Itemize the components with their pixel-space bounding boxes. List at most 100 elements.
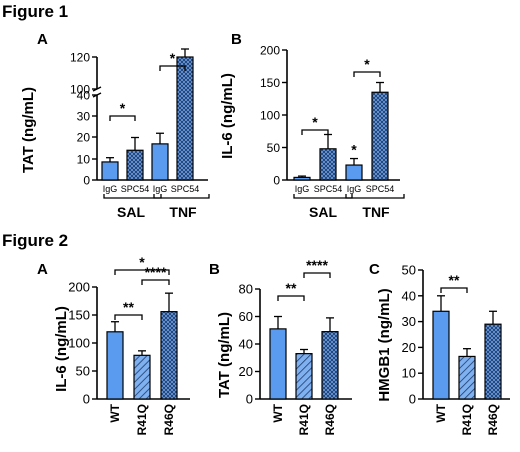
bar [101, 161, 119, 181]
significance-label: ** [449, 272, 460, 288]
bar [293, 176, 311, 181]
significance-label: * [139, 254, 145, 270]
group-bracket [103, 194, 162, 199]
y-axis-label: IL-6 (ng/mL) [219, 73, 236, 159]
y-axis-label: TAT (ng/mL) [20, 87, 37, 173]
panel-label: B [209, 261, 220, 278]
y-tick-label: 20 [402, 340, 416, 355]
significance-label: * [351, 142, 357, 158]
chart-fig1b: B IL-6 (ng/mL) 0 50 100 150 200 IgG SPC54 IgG SP… [219, 31, 405, 220]
x-tick-label: WT [108, 403, 122, 422]
y-tick-label: 60 [239, 309, 253, 324]
y-tick-label: 100 [260, 109, 280, 123]
y-tick-label: 30 [77, 110, 91, 124]
significance-label: **** [145, 264, 167, 280]
panel-label: A [37, 31, 48, 48]
x-tick-label: R41Q [460, 404, 474, 435]
y-tick-label: 50 [267, 141, 281, 155]
significance-bracket [159, 65, 186, 71]
significance-label: * [120, 100, 126, 116]
significance-bracket [141, 279, 170, 285]
significance-bracket [114, 314, 143, 320]
significance-label: ** [123, 299, 134, 315]
bar [295, 353, 313, 400]
significance-label: * [312, 114, 318, 130]
y-axis-label: TAT (ng/mL) [216, 312, 233, 398]
y-tick-label: 0 [409, 392, 416, 407]
x-tick-label: R46Q [323, 404, 337, 435]
significance-bracket [114, 269, 170, 275]
significance-bracket [303, 272, 331, 278]
group-label: SAL [117, 204, 145, 220]
bar [133, 354, 151, 400]
x-tick-label: IgG [347, 184, 362, 194]
panel-label: A [37, 261, 48, 278]
significance-bracket [440, 287, 468, 293]
x-tick-label: R41Q [297, 404, 311, 435]
y-tick-label: 100 [70, 83, 90, 97]
figure1-title: Figure 1 [2, 2, 68, 21]
bar [151, 143, 169, 181]
x-tick-label: WT [434, 403, 448, 422]
bar [345, 164, 363, 181]
y-tick-label: 40 [77, 89, 91, 103]
bar [176, 56, 194, 181]
significance-bracket [277, 295, 305, 301]
bar [432, 310, 450, 400]
group-bracket [345, 194, 405, 199]
y-tick-label: 150 [68, 308, 90, 323]
bar [269, 328, 287, 400]
bar [484, 323, 502, 400]
significance-bracket [353, 71, 381, 77]
y-tick-label: 120 [70, 51, 90, 65]
y-tick-label: 200 [260, 44, 280, 58]
bar [160, 311, 178, 400]
y-tick-label: 10 [77, 153, 91, 167]
group-label: TNF [169, 204, 197, 220]
figure2-title: Figure 2 [2, 231, 68, 250]
significance-bracket [109, 115, 136, 121]
bar [106, 331, 124, 400]
y-tick-label: 0 [83, 392, 90, 407]
y-tick-label: 50 [76, 364, 90, 379]
y-tick-label: 50 [402, 263, 416, 278]
x-tick-label: SPC54 [121, 184, 150, 194]
significance-label: **** [306, 257, 328, 273]
y-tick-label: 0 [246, 392, 253, 407]
group-bracket [153, 194, 210, 199]
chart-fig2c: C HMGB1 (ng/mL) 0 10 20 30 40 50 WT R41Q R46Q ** [369, 261, 510, 435]
significance-bracket [301, 129, 329, 135]
panel-label: C [369, 261, 380, 278]
y-tick-label: 150 [260, 76, 280, 90]
y-tick-label: 40 [239, 337, 253, 352]
y-tick-label: 80 [239, 282, 253, 297]
x-tick-label: IgG [103, 184, 118, 194]
y-axis-label: HMGB1 (ng/mL) [376, 288, 393, 401]
bar [319, 148, 337, 181]
y-tick-label: 200 [68, 280, 90, 295]
significance-label: * [364, 56, 370, 72]
x-tick-label: SPC54 [366, 184, 395, 194]
y-tick-label: 0 [273, 174, 280, 188]
y-tick-label: 40 [402, 288, 416, 303]
y-tick-label: 30 [402, 314, 416, 329]
group-label: TNF [362, 204, 390, 220]
y-tick-label: 100 [68, 336, 90, 351]
bar [126, 149, 144, 181]
group-bracket [293, 194, 353, 199]
group-label: SAL [309, 204, 337, 220]
y-tick-label: 20 [239, 364, 253, 379]
x-tick-label: IgG [295, 184, 310, 194]
x-tick-label: R46Q [486, 404, 500, 435]
bar [458, 355, 476, 400]
bar [321, 331, 339, 400]
x-tick-label: WT [271, 403, 285, 422]
x-tick-label: SPC54 [171, 184, 200, 194]
significance-label: * [170, 50, 176, 66]
x-tick-label: SPC54 [314, 184, 343, 194]
y-tick-label: 20 [77, 131, 91, 145]
